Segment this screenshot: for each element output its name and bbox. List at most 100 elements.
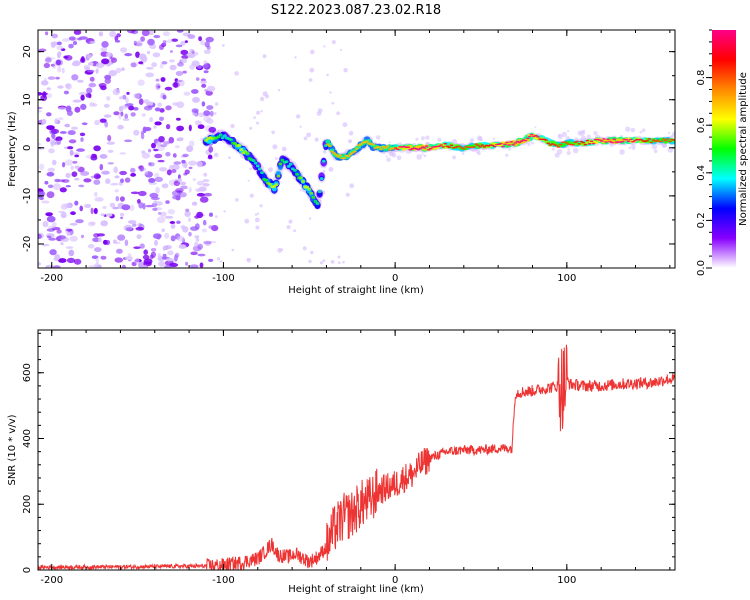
noise-dot xyxy=(107,149,114,153)
noise-dot xyxy=(140,132,145,140)
noise-dot xyxy=(183,91,191,96)
noise-dot xyxy=(191,60,200,67)
noise-dot xyxy=(169,59,175,63)
ridge-mark xyxy=(383,146,388,149)
ridge-mark xyxy=(441,146,446,148)
noise-dot xyxy=(260,110,263,113)
noise-dot xyxy=(164,86,173,91)
noise-dot xyxy=(206,85,216,92)
noise-dot xyxy=(38,106,43,110)
noise-dot xyxy=(112,88,121,96)
noise-dot xyxy=(156,216,166,224)
ridge-mark xyxy=(443,142,448,145)
ridge-mark xyxy=(325,143,330,146)
ridge-mark xyxy=(277,164,283,170)
noise-dot xyxy=(223,210,226,213)
ridge-mark xyxy=(639,138,643,141)
halo-dot xyxy=(625,126,631,132)
noise-dot xyxy=(200,40,206,46)
noise-dot xyxy=(51,133,56,139)
halo-dot xyxy=(375,135,381,140)
noise-dot xyxy=(94,197,104,202)
halo-dot xyxy=(386,157,391,162)
ridge-mark xyxy=(245,152,250,155)
noise-dot xyxy=(196,180,205,186)
noise-dot xyxy=(73,30,82,35)
ridge-mark xyxy=(447,146,452,148)
noise-dot xyxy=(197,253,206,257)
ridge-mark xyxy=(352,150,357,153)
noise-dot xyxy=(64,123,71,128)
noise-dot xyxy=(151,142,156,149)
ridge-mark xyxy=(401,147,407,151)
noise-dot xyxy=(154,172,160,178)
noise-dot xyxy=(177,30,184,33)
noise-dot xyxy=(180,49,189,56)
noise-dot xyxy=(181,159,186,164)
noise-dot xyxy=(144,171,149,175)
noise-dot xyxy=(100,220,108,227)
noise-dot xyxy=(157,102,162,107)
ridge-mark xyxy=(274,183,279,187)
noise-dot xyxy=(104,121,109,128)
noise-dot xyxy=(185,261,189,266)
noise-dot xyxy=(133,107,139,111)
ridge-mark xyxy=(261,173,267,179)
noise-dot xyxy=(159,116,164,122)
ridge-mark xyxy=(558,143,563,146)
noise-dot xyxy=(119,152,127,155)
noise-dot xyxy=(39,163,45,171)
noise-dot xyxy=(46,137,51,142)
noise-dot xyxy=(177,137,184,142)
noise-dot xyxy=(68,249,75,257)
ridge-mark xyxy=(583,143,588,146)
y-tick-label: 0 xyxy=(22,145,33,151)
noise-dot xyxy=(106,96,111,101)
noise-dot xyxy=(111,57,117,63)
noise-dot xyxy=(342,260,345,264)
noise-dot xyxy=(139,243,145,249)
noise-dot xyxy=(207,156,213,160)
noise-dot xyxy=(158,167,168,172)
noise-dot xyxy=(171,169,177,174)
noise-dot xyxy=(176,125,185,132)
noise-dot xyxy=(73,258,82,265)
noise-dot xyxy=(163,141,171,145)
noise-dot xyxy=(170,223,176,229)
noise-dot xyxy=(197,124,205,129)
noise-dot xyxy=(51,62,57,69)
noise-dot xyxy=(195,77,200,81)
noise-dot xyxy=(126,30,136,34)
noise-dot xyxy=(79,205,83,212)
noise-dot xyxy=(90,155,98,161)
noise-dot xyxy=(118,113,122,120)
halo-dot xyxy=(628,146,632,150)
noise-dot xyxy=(177,62,184,67)
noise-dot xyxy=(192,96,200,103)
ridge-mark xyxy=(587,143,592,145)
noise-dot xyxy=(153,34,161,39)
noise-dot xyxy=(201,228,207,233)
noise-dot xyxy=(119,196,125,202)
noise-dot xyxy=(137,79,145,86)
ridge-mark xyxy=(264,178,268,182)
noise-dot xyxy=(154,153,163,159)
noise-dot xyxy=(202,219,207,226)
noise-dot xyxy=(54,118,58,125)
ridge-mark xyxy=(332,152,336,155)
noise-dot xyxy=(330,260,335,264)
noise-dot xyxy=(63,90,69,95)
noise-dot xyxy=(152,207,158,211)
noise-dot xyxy=(308,78,313,82)
ridge-mark xyxy=(284,160,289,164)
noise-dot xyxy=(206,118,214,124)
noise-dot xyxy=(157,159,165,163)
halo-dot xyxy=(534,126,537,129)
noise-dot xyxy=(182,70,187,74)
ridge-mark xyxy=(255,164,260,168)
noise-dot xyxy=(74,165,80,169)
noise-dot xyxy=(165,124,171,130)
noise-dot xyxy=(48,148,55,154)
noise-dot xyxy=(86,87,93,94)
noise-dot xyxy=(84,66,91,71)
